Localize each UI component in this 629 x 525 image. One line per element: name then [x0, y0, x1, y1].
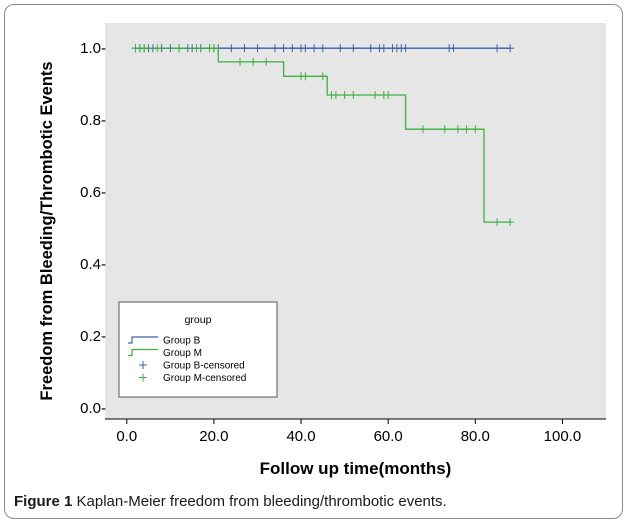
group-m-censor-mark: [462, 125, 471, 134]
group-b-censor-mark: [288, 44, 297, 53]
legend-title: group: [185, 314, 212, 326]
legend-entry-label: Group M-censored: [163, 373, 246, 384]
group-m-censor-mark: [419, 125, 428, 134]
group-m-censor-mark: [493, 218, 502, 227]
legend-censor-swatch: [139, 361, 147, 369]
legend-censor-swatch: [139, 373, 147, 382]
figure-label: Figure 1: [14, 493, 73, 510]
group-m-survival-line: [135, 47, 511, 223]
y-tick-label: 1.0-: [80, 40, 106, 57]
figure-caption-text: Kaplan-Meier freedom from bleeding/throm…: [76, 493, 447, 510]
group-m-censor-mark: [349, 91, 358, 99]
group-b-censor-mark: [270, 44, 279, 53]
y-tick-label: 0.8-: [80, 112, 106, 129]
group-b-censor-mark: [227, 44, 236, 53]
group-m-censor-mark: [331, 91, 340, 99]
group-b-censor-mark: [401, 44, 410, 53]
group-m-censor-mark: [384, 91, 393, 99]
group-b-censor-mark: [449, 44, 458, 53]
x-tick-label: 0.0: [116, 428, 137, 445]
group-m-censor-mark: [236, 57, 245, 66]
group-m-censor-mark: [192, 44, 201, 53]
legend-line-swatch: [128, 336, 158, 344]
group-m-censor-mark: [209, 44, 218, 53]
group-m-censor-mark: [140, 44, 149, 53]
group-m-censor-mark: [471, 125, 480, 134]
legend-entry-label: Group B-censored: [163, 361, 245, 372]
group-m-censor-mark: [340, 91, 349, 99]
series-layer: [131, 44, 515, 227]
group-m-censor-mark: [175, 44, 184, 53]
group-m-censor-mark: [440, 125, 449, 134]
group-b-censor-mark: [506, 44, 515, 53]
x-tick-label: 100.0: [544, 428, 582, 445]
y-tick-label: 0.4-: [80, 256, 106, 273]
group-b-censor-mark: [379, 44, 388, 53]
group-b-censor-mark: [279, 44, 288, 53]
figure-caption: Figure 1 Kaplan-Meier freedom from bleed…: [14, 493, 447, 510]
group-b-censor-mark: [349, 44, 358, 53]
group-b-censor-mark: [366, 44, 375, 53]
legend-line-swatch: [128, 348, 158, 357]
legend-entry-label: Group M: [163, 348, 202, 359]
group-m-censor-mark: [153, 44, 162, 53]
y-tick-label: 0.2-: [80, 328, 106, 345]
group-b-censor-mark: [336, 44, 345, 53]
x-tick-label: 20.0: [199, 428, 228, 445]
figure-frame: [4, 4, 623, 519]
y-axis-label: Freedom from Bleeding/Thrombotic Events: [38, 61, 56, 400]
group-m-censor-mark: [371, 91, 380, 99]
group-b-censor-mark: [310, 44, 319, 53]
group-m-censor-mark: [262, 57, 271, 66]
y-tick-label: 0.6-: [80, 184, 106, 201]
group-m-censor-mark: [506, 218, 515, 227]
legend-entry-label: Group B: [163, 336, 201, 347]
group-b-censor-mark: [253, 44, 262, 53]
group-m-censor-mark: [318, 72, 327, 81]
x-tick-label: 80.0: [461, 428, 490, 445]
group-m-censor-mark: [301, 72, 310, 81]
group-b-censor-mark: [301, 44, 310, 53]
group-b-censor-mark: [240, 44, 249, 53]
axes: 0.0 20.0 40.0 60.0 80.0 100.0 0.0- 0.2- 0.4- 0.6-…: [80, 40, 606, 445]
group-m-censor-mark: [249, 57, 258, 66]
x-tick-label: 40.0: [286, 428, 315, 445]
x-axis-label: Follow up time(months): [260, 459, 452, 478]
group-b-censor-mark: [318, 44, 327, 53]
y-tick-label: 0.0-: [80, 400, 106, 417]
group-b-censor-mark: [493, 44, 502, 53]
x-tick-label: 60.0: [374, 428, 403, 445]
group-m-censor-mark: [453, 125, 462, 134]
